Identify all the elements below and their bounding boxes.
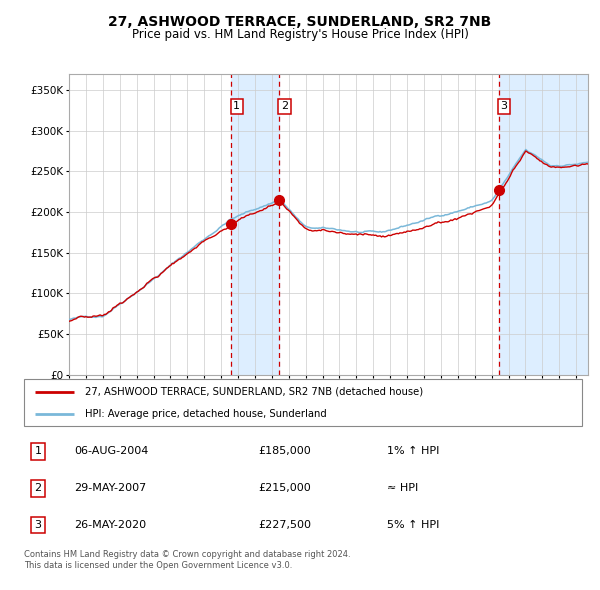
Bar: [499, 74, 588, 375]
Text: 2: 2: [281, 101, 288, 112]
Text: 1% ↑ HPI: 1% ↑ HPI: [387, 447, 439, 457]
Text: 29-MAY-2007: 29-MAY-2007: [74, 483, 146, 493]
Text: 27, ASHWOOD TERRACE, SUNDERLAND, SR2 7NB: 27, ASHWOOD TERRACE, SUNDERLAND, SR2 7NB: [109, 15, 491, 29]
Text: £215,000: £215,000: [259, 483, 311, 493]
FancyBboxPatch shape: [24, 379, 582, 426]
Text: Price paid vs. HM Land Registry's House Price Index (HPI): Price paid vs. HM Land Registry's House …: [131, 28, 469, 41]
Text: 2: 2: [34, 483, 41, 493]
Text: 3: 3: [34, 520, 41, 530]
Text: 1: 1: [34, 447, 41, 457]
Text: This data is licensed under the Open Government Licence v3.0.: This data is licensed under the Open Gov…: [24, 560, 292, 569]
Text: HPI: Average price, detached house, Sunderland: HPI: Average price, detached house, Sund…: [85, 409, 327, 419]
Text: £185,000: £185,000: [259, 447, 311, 457]
Text: 1: 1: [233, 101, 241, 112]
Text: 27, ASHWOOD TERRACE, SUNDERLAND, SR2 7NB (detached house): 27, ASHWOOD TERRACE, SUNDERLAND, SR2 7NB…: [85, 387, 424, 397]
Text: ≈ HPI: ≈ HPI: [387, 483, 418, 493]
Text: £227,500: £227,500: [259, 520, 311, 530]
Bar: [231, 74, 279, 375]
Text: 26-MAY-2020: 26-MAY-2020: [74, 520, 146, 530]
Text: 3: 3: [500, 101, 508, 112]
Text: 5% ↑ HPI: 5% ↑ HPI: [387, 520, 439, 530]
Text: Contains HM Land Registry data © Crown copyright and database right 2024.: Contains HM Land Registry data © Crown c…: [24, 550, 350, 559]
Text: 06-AUG-2004: 06-AUG-2004: [74, 447, 149, 457]
